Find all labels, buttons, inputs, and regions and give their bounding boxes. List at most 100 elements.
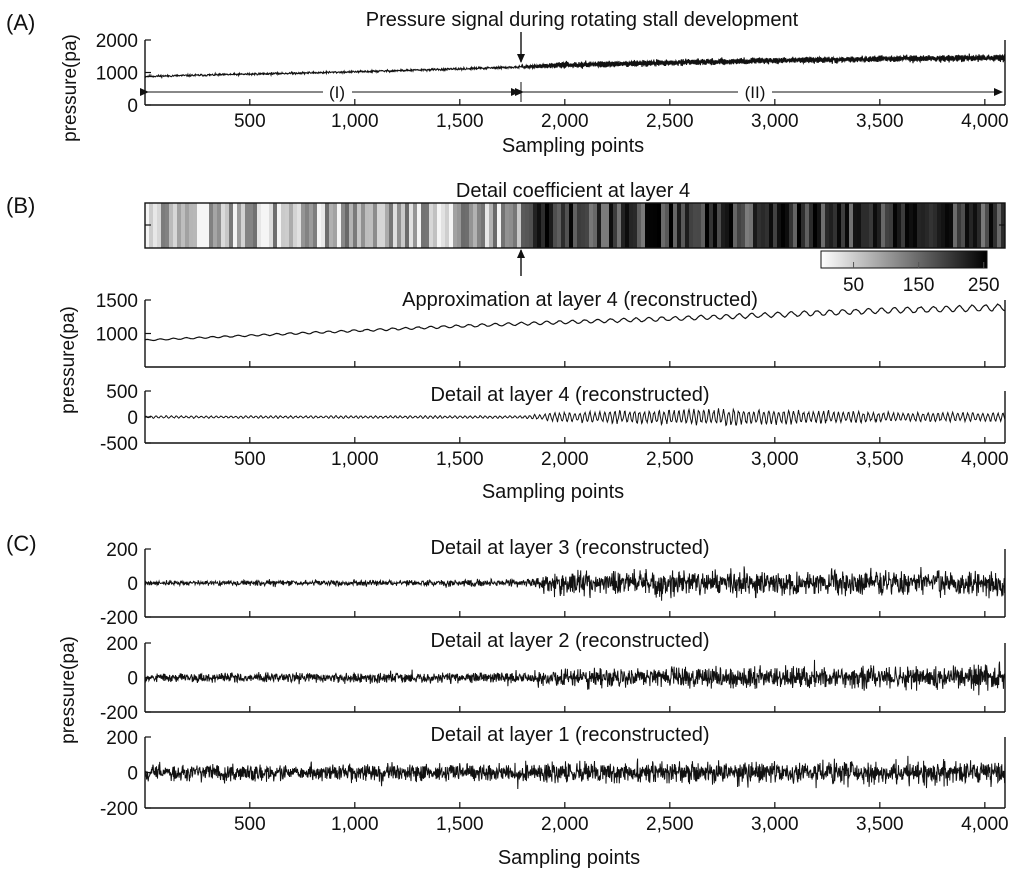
heatmap-cell [273,203,278,248]
heatmap-cell [277,203,282,248]
heatmap-cell [153,203,158,248]
heatmap-cell [641,203,646,248]
heatmap-cell [889,203,894,248]
x-tick-label: 3,500 [856,449,904,470]
heatmap-cell [429,203,434,248]
heatmap-cell [481,203,486,248]
series-line [144,566,1006,601]
x-tick-label: 4,000 [961,111,1009,132]
y-tick-label: 1000 [96,64,138,85]
heatmap-cell [173,203,178,248]
x-tick-label: 2,000 [541,111,589,132]
heatmap-cell [509,203,514,248]
heatmap-cell [753,203,758,248]
heatmap-cell [629,203,634,248]
heatmap-cell [441,203,446,248]
panel-a-xlabel: Sampling points [502,135,644,157]
heatmap-cell [989,203,994,248]
x-tick-label: 2,000 [541,814,589,835]
heatmap-cell [925,203,930,248]
heatmap-cell [837,203,842,248]
heatmap-cell [449,203,454,248]
heatmap-cell [801,203,806,248]
x-tick-label: 500 [234,449,266,470]
heatmap-cell [809,203,814,248]
heatmap-cell [501,203,506,248]
heatmap-cell [553,203,558,248]
y-tick-label: -200 [100,799,138,820]
heatmap-cell [357,203,362,248]
heatmap-cell [225,203,230,248]
x-tick-label: 1,000 [331,111,379,132]
y-tick-label: 0 [127,96,138,117]
heatmap-cell [937,203,942,248]
x-tick-label: 3,000 [751,111,799,132]
heatmap-cell [669,203,674,248]
heatmap-cell [525,203,530,248]
heatmap-cell [885,203,890,248]
panel-c: Detail at layer 3 (reconstructed) 200 0 -2… [58,537,1009,869]
panel-b: Detail coefficient at layer 4 50 150 250 A… [58,180,1009,503]
heatmap-cell [941,203,946,248]
heatmap-cell [617,203,622,248]
heatmap-cell [217,203,222,248]
heatmap-cell [933,203,938,248]
heatmap-cell [165,203,170,248]
heatmap-cell [377,203,382,248]
heatmap-cell [657,203,662,248]
heatmap-cell [465,203,470,248]
heatmap-cell [329,203,334,248]
heatmap-cell [969,203,974,248]
heatmap-cell [545,203,550,248]
heatmap-cell [317,203,322,248]
y-tick-label: 500 [106,382,138,403]
panel-b-xlabel: Sampling points [482,481,624,503]
heatmap-cell [221,203,226,248]
heatmap-cell [529,203,534,248]
y-tick-label: -500 [100,434,138,455]
heatmap-cell [833,203,838,248]
x-tick-label: 3,000 [751,814,799,835]
region-2-label: (II) [745,83,766,102]
heatmap-cell [445,203,450,248]
heatmap-cell [749,203,754,248]
heatmap-cell [485,203,490,248]
heatmap-cell [245,203,250,248]
y-tick-label: -200 [100,608,138,629]
x-tick-label: 3,500 [856,814,904,835]
x-tick-label: 1,000 [331,449,379,470]
heatmap-cell [929,203,934,248]
heatmap-cell [873,203,878,248]
detail3-title: Detail at layer 3 (reconstructed) [430,537,709,559]
detail2-title: Detail at layer 2 (reconstructed) [430,630,709,652]
heatmap-cell [253,203,258,248]
heatmap-cell [477,203,482,248]
heatmap-cell [489,203,494,248]
series-line [144,53,1006,79]
heatmap-cell [653,203,658,248]
panel-c-xlabel: Sampling points [498,847,640,869]
heatmap-cell [901,203,906,248]
y-tick-label: 200 [106,728,138,749]
x-tick-label: 2,500 [646,111,694,132]
heatmap-cell [581,203,586,248]
heatmap-cell [161,203,166,248]
heatmap-cell [705,203,710,248]
heatmap-cell [853,203,858,248]
heatmap-cell [781,203,786,248]
heatmap-cell [517,203,522,248]
heatmap-cell [585,203,590,248]
heatmap-cell [973,203,978,248]
heatmap-cell [169,203,174,248]
heatmap-cell [677,203,682,248]
heatmap-cell [413,203,418,248]
heatmap-cell [565,203,570,248]
series-line [144,407,1006,427]
heatmap-cell [861,203,866,248]
heatmap-cell [541,203,546,248]
heatmap-cell [949,203,954,248]
heatmap-cell [821,203,826,248]
heatmap-cell [293,203,298,248]
y-tick-label: 0 [127,574,138,595]
